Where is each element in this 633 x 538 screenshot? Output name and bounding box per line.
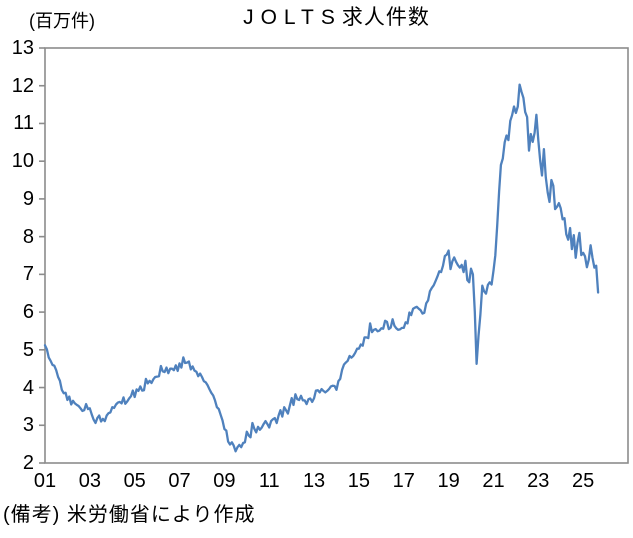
x-axis-labels: 01 03 05 07 09 11 13 15 17 19 21 23 25: [0, 469, 633, 495]
chart-title-jp: 求人件数: [341, 6, 430, 29]
x-axis-tick-label: 09: [213, 470, 236, 492]
x-axis-tick-label: 11: [258, 470, 280, 492]
y-axis-unit-label: (百万件): [29, 11, 95, 31]
y-axis-tick-label: 12: [11, 74, 34, 97]
x-axis-tick-label: 13: [302, 470, 326, 492]
x-axis-tick-label: 23: [527, 470, 550, 492]
y-axis-tick-label: 6: [22, 301, 34, 324]
y-axis-tick-label: 3: [22, 414, 34, 437]
y-axis-tick-label: 7: [22, 263, 34, 286]
y-axis-tick-label: 2: [22, 452, 34, 474]
y-axis-tick-label: 13: [11, 37, 34, 59]
y-axis-tick-label: 10: [11, 150, 34, 173]
x-axis-tick-label: 17: [392, 470, 415, 492]
source-note: (備考) 米労働省により作成: [3, 504, 256, 526]
y-axis-tick-label: 9: [22, 187, 34, 210]
y-axis-tick-label: 4: [22, 376, 34, 399]
x-axis-tick-label: 21: [482, 470, 505, 492]
x-axis-tick-label: 01: [33, 470, 57, 492]
x-axis-tick-label: 05: [123, 470, 146, 492]
y-axis-tick-label: 5: [22, 338, 34, 361]
plot-frame: [44, 47, 629, 464]
x-axis-tick-label: 19: [437, 470, 460, 492]
y-axis-tick-label: 11: [13, 112, 34, 135]
x-axis-tick-label: 07: [168, 470, 191, 492]
y-axis-tick-label: 8: [22, 225, 34, 248]
chart-title: JOLTS求人件数: [45, 5, 628, 31]
x-axis-tick-label: 15: [347, 470, 371, 492]
y-axis-labels: 2 3 4 5 6 7 8 9 10 11 12 13: [0, 0, 39, 538]
jolts-line: [43, 83, 600, 453]
chart-title-latin: JOLTS: [243, 6, 342, 29]
x-axis-tick-label: 25: [572, 470, 595, 492]
x-axis-tick-label: 03: [78, 470, 101, 492]
